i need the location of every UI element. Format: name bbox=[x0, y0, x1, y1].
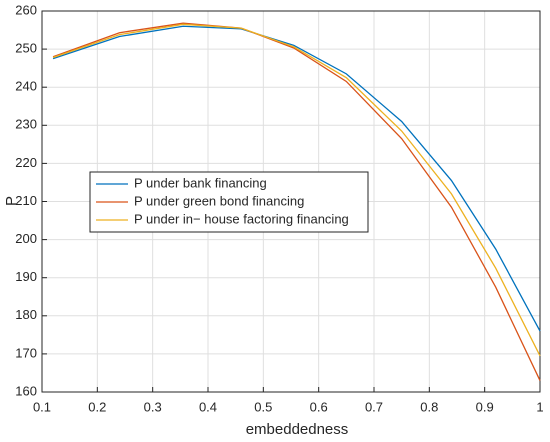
legend: P under bank financing P under green bond… bbox=[89, 171, 369, 233]
x-tick-label: 0.8 bbox=[420, 399, 438, 414]
y-tick-label: 260 bbox=[15, 2, 37, 17]
series-line bbox=[52, 23, 541, 357]
x-tick-label: 0.5 bbox=[254, 399, 272, 414]
legend-label: P under in− house factoring financing bbox=[134, 211, 349, 226]
legend-label: P under bank financing bbox=[134, 175, 267, 190]
y-tick-label: 160 bbox=[15, 383, 37, 398]
y-tick-label: 190 bbox=[15, 269, 37, 284]
x-tick-label: 1 bbox=[536, 399, 543, 414]
x-tick-label: 0.6 bbox=[310, 399, 328, 414]
legend-box bbox=[89, 171, 369, 233]
series-line bbox=[52, 22, 541, 381]
x-axis-label: embeddedness bbox=[246, 421, 349, 438]
series-line bbox=[52, 25, 541, 332]
y-tick-label: 230 bbox=[15, 117, 37, 132]
x-tick-label: 0.4 bbox=[199, 399, 217, 414]
x-tick-label: 0.3 bbox=[144, 399, 162, 414]
plot-frame bbox=[41, 10, 541, 393]
y-tick-label: 180 bbox=[15, 307, 37, 322]
y-tick-label: 170 bbox=[15, 345, 37, 360]
y-tick-label: 250 bbox=[15, 41, 37, 56]
y-tick-label: 210 bbox=[15, 193, 37, 208]
y-axis-label: P bbox=[3, 196, 20, 206]
y-tick-label: 220 bbox=[15, 155, 37, 170]
x-tick-label: 0.7 bbox=[365, 399, 383, 414]
legend-label: P under green bond financing bbox=[134, 193, 304, 208]
x-tick-label: 0.2 bbox=[88, 399, 106, 414]
x-tick-label: 0.1 bbox=[33, 399, 51, 414]
y-tick-label: 240 bbox=[15, 79, 37, 94]
x-tick-label: 0.9 bbox=[476, 399, 494, 414]
y-tick-label: 200 bbox=[15, 231, 37, 246]
